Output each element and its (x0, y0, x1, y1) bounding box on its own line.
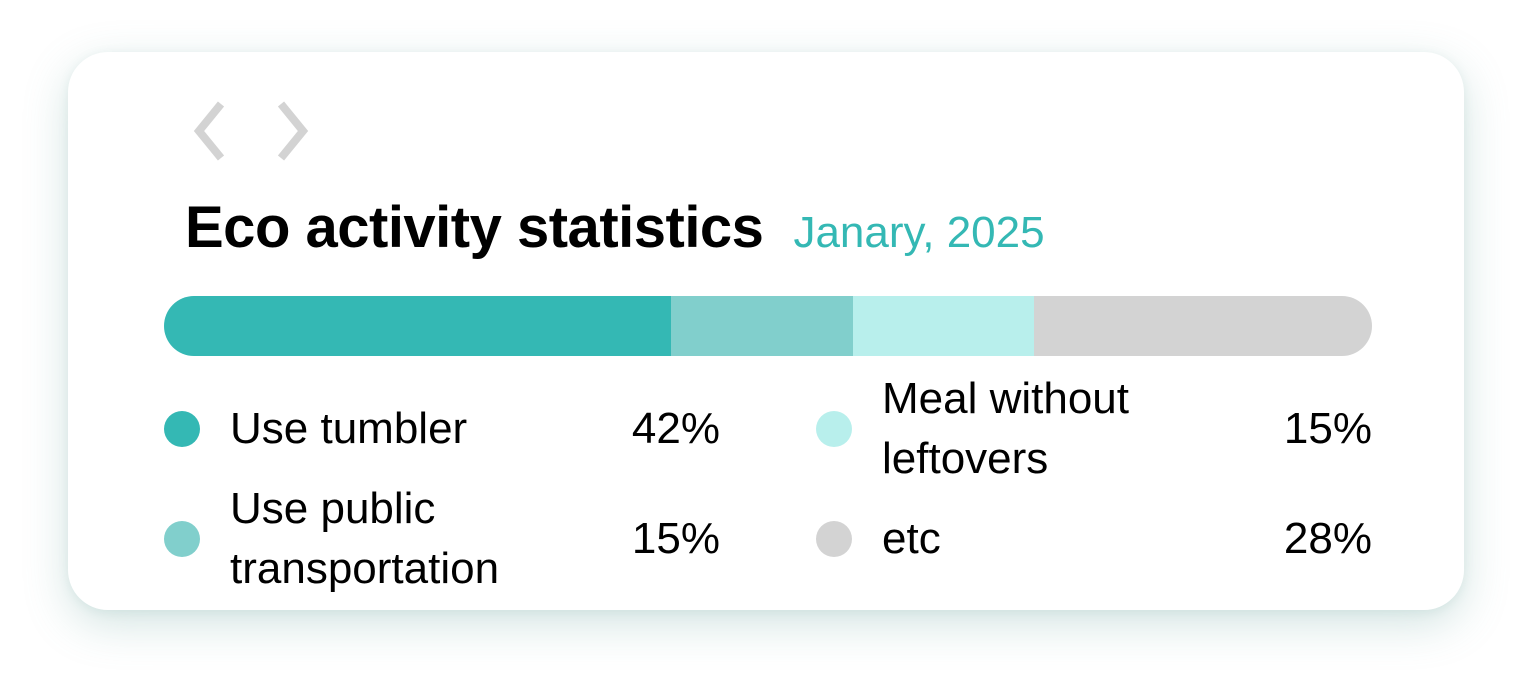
legend-swatch (164, 411, 200, 447)
legend-item-use-tumbler: Use tumbler 42% (164, 374, 720, 484)
legend-item-etc: etc 28% (816, 484, 1372, 594)
next-period-button[interactable] (260, 98, 322, 164)
chart-date: Janary, 2025 (793, 208, 1045, 257)
chevron-left-icon (193, 101, 225, 161)
legend-item-meal-without-leftovers: Meal without leftovers 15% (816, 374, 1372, 484)
legend-value: 42% (631, 404, 720, 453)
header: Eco activity statistics Janary, 2025 (185, 194, 1045, 261)
legend-swatch (164, 521, 200, 557)
legend-label: etc (882, 514, 941, 563)
bar-segment-use-tumbler (164, 296, 672, 356)
legend-label: Meal without leftovers (882, 374, 1130, 483)
bar-segment-use-public-transportation (671, 296, 853, 356)
chart-legend: Use tumbler 42% Use public transportation 1… (164, 374, 1372, 594)
period-navigation (180, 98, 322, 164)
eco-stats-card: Eco activity statistics Janary, 2025 Use… (68, 52, 1464, 610)
legend-label: Use public transportation (230, 484, 500, 593)
legend-item-use-public-transportation: Use public transportation 15% (164, 484, 720, 594)
legend-swatch (816, 411, 852, 447)
legend-value: 15% (1283, 404, 1372, 453)
chart-title: Eco activity statistics (185, 195, 764, 260)
prev-period-button[interactable] (180, 98, 242, 164)
bar-segment-meal-without-leftovers (852, 296, 1034, 356)
legend-swatch (816, 521, 852, 557)
bar-segment-etc (1033, 296, 1372, 356)
stacked-progress-bar (164, 296, 1372, 356)
chevron-right-icon (277, 101, 309, 161)
legend-label: Use tumbler (230, 404, 468, 453)
legend-value: 15% (631, 514, 720, 563)
legend-value: 28% (1283, 514, 1372, 563)
